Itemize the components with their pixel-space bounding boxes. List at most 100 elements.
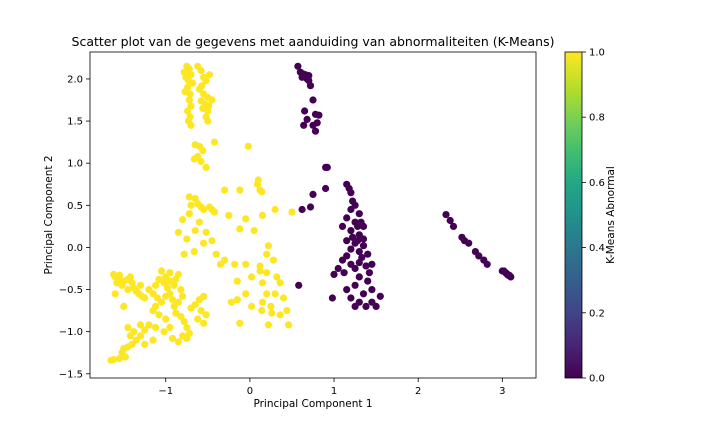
data-point bbox=[267, 302, 275, 310]
data-point bbox=[111, 290, 119, 298]
data-point bbox=[362, 302, 370, 310]
data-point bbox=[155, 275, 163, 283]
data-point bbox=[141, 340, 149, 348]
data-point bbox=[355, 248, 363, 256]
data-point bbox=[347, 189, 355, 197]
data-point bbox=[309, 96, 317, 104]
data-point bbox=[187, 102, 195, 110]
data-point bbox=[269, 256, 277, 264]
data-point bbox=[180, 318, 188, 326]
data-point bbox=[145, 321, 153, 329]
data-point bbox=[197, 157, 205, 166]
data-point bbox=[263, 250, 271, 258]
data-point bbox=[157, 267, 166, 275]
y-tick-label: 1.0 bbox=[67, 159, 83, 170]
data-point bbox=[168, 334, 177, 342]
data-point bbox=[276, 279, 284, 287]
data-point bbox=[200, 292, 208, 300]
scatter-points bbox=[107, 62, 515, 364]
data-point bbox=[283, 307, 291, 315]
data-point bbox=[351, 302, 359, 310]
data-point bbox=[183, 323, 191, 332]
data-point bbox=[187, 121, 195, 129]
data-point bbox=[236, 225, 244, 233]
data-point bbox=[253, 180, 262, 188]
data-point bbox=[368, 260, 376, 268]
data-point bbox=[126, 273, 134, 281]
data-point bbox=[288, 208, 296, 216]
data-point bbox=[204, 117, 212, 125]
data-point bbox=[174, 338, 182, 346]
data-point bbox=[347, 245, 355, 253]
data-point bbox=[174, 228, 182, 236]
data-point bbox=[355, 210, 363, 218]
data-point bbox=[225, 211, 233, 219]
data-point bbox=[185, 193, 193, 201]
data-point bbox=[189, 79, 197, 87]
x-tick-label: 1 bbox=[331, 386, 337, 397]
data-point bbox=[177, 312, 185, 321]
data-point bbox=[263, 269, 271, 277]
data-point bbox=[200, 239, 208, 247]
data-point bbox=[306, 203, 315, 211]
colorbar bbox=[564, 51, 583, 379]
data-point bbox=[180, 250, 188, 258]
data-point bbox=[208, 237, 216, 245]
data-point bbox=[160, 328, 168, 336]
data-point bbox=[295, 281, 303, 289]
data-point bbox=[162, 315, 170, 323]
data-point bbox=[202, 77, 210, 85]
data-point bbox=[172, 309, 180, 317]
data-point bbox=[115, 355, 124, 363]
data-point bbox=[351, 281, 359, 289]
data-point bbox=[271, 290, 279, 298]
y-tick-label: 0.0 bbox=[67, 243, 83, 254]
data-point bbox=[121, 353, 129, 361]
data-point bbox=[136, 281, 145, 289]
y-tick-label: −0.5 bbox=[59, 285, 83, 296]
data-point bbox=[258, 188, 266, 196]
data-point bbox=[347, 294, 355, 302]
data-point bbox=[191, 227, 199, 235]
data-point bbox=[334, 264, 342, 273]
data-point bbox=[216, 260, 224, 268]
data-point bbox=[212, 250, 220, 258]
data-point bbox=[258, 279, 267, 287]
data-point bbox=[110, 270, 118, 278]
data-point bbox=[338, 256, 347, 264]
data-point bbox=[359, 235, 368, 243]
data-point bbox=[475, 252, 483, 260]
data-point bbox=[264, 242, 272, 250]
data-point bbox=[362, 262, 370, 270]
data-point bbox=[264, 321, 272, 329]
x-axis-ticks: −1 0 1 2 3 bbox=[158, 378, 506, 397]
data-point bbox=[185, 65, 193, 73]
y-tick-label: −1.0 bbox=[59, 327, 83, 338]
data-point bbox=[250, 227, 258, 235]
colorbar-ticks: 0.0 0.2 0.4 0.6 0.8 1.0 bbox=[582, 48, 605, 385]
data-point bbox=[256, 262, 264, 270]
data-point bbox=[449, 222, 458, 230]
data-point bbox=[197, 66, 205, 75]
data-point bbox=[359, 222, 368, 230]
data-point bbox=[242, 215, 250, 223]
data-point bbox=[347, 227, 355, 235]
data-point bbox=[141, 326, 149, 334]
data-point bbox=[200, 205, 208, 214]
data-point bbox=[347, 205, 355, 214]
data-point bbox=[328, 294, 336, 302]
data-point bbox=[197, 307, 205, 315]
data-point bbox=[195, 218, 203, 226]
data-point bbox=[343, 237, 351, 245]
data-point bbox=[313, 119, 321, 127]
y-axis-label: Principal Component 2 bbox=[43, 155, 55, 274]
data-point bbox=[177, 286, 185, 294]
data-point bbox=[190, 155, 198, 163]
data-point bbox=[258, 211, 267, 219]
data-point bbox=[355, 273, 363, 281]
data-point bbox=[185, 210, 193, 218]
data-point bbox=[268, 309, 276, 317]
data-point bbox=[279, 294, 288, 302]
data-point bbox=[174, 270, 182, 278]
colorbar-tick-label: 0.2 bbox=[589, 308, 605, 319]
